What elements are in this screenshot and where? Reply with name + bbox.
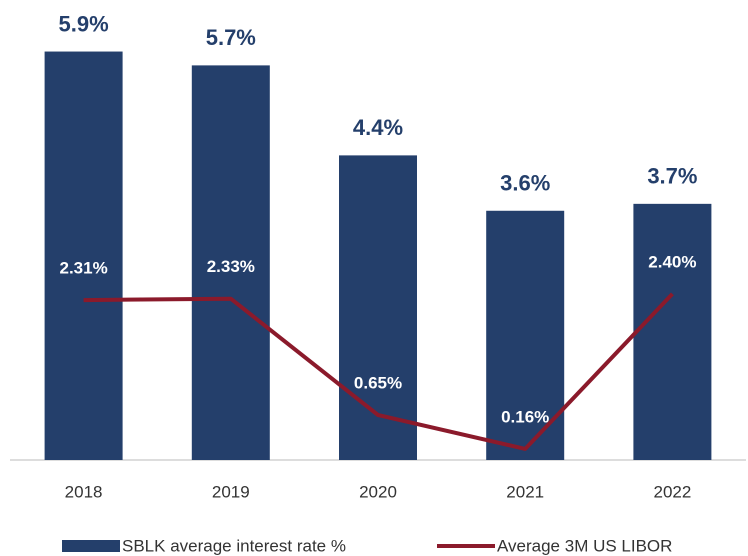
bar [44,51,123,461]
bar-label: 3.6% [500,171,550,196]
bar [191,65,270,460]
bar [486,210,565,460]
bar-label: 5.7% [206,25,256,50]
line [83,292,674,451]
line-label: 0.65% [354,373,402,392]
line-label: 0.16% [501,407,549,426]
x-tick-label: 2022 [653,482,691,501]
x-tick-label: 2020 [359,482,397,501]
bar [633,203,712,460]
line-label: 2.33% [207,257,255,276]
line-label: 2.40% [648,252,696,271]
bar-label: 3.7% [647,164,697,189]
x-tick-label: 2018 [65,482,103,501]
x-tick-label: 2019 [212,482,250,501]
legend-label: SBLK average interest rate % [122,536,346,555]
line-label: 2.31% [59,259,107,278]
x-tick-label: 2021 [506,482,544,501]
legend-label: Average 3M US LIBOR [497,536,672,555]
bar [339,155,417,460]
legend-swatch [62,540,120,552]
bar-label: 5.9% [59,11,109,36]
bar-label: 4.4% [353,115,403,140]
